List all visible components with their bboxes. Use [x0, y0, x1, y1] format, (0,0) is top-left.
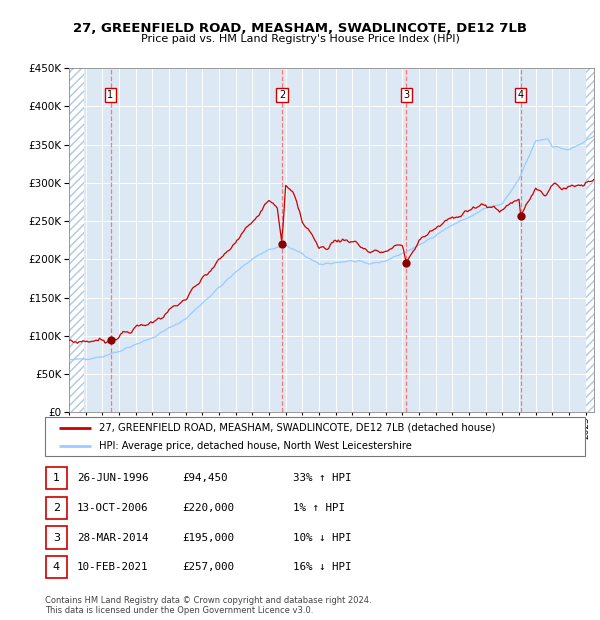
- Text: 1: 1: [107, 90, 113, 100]
- Text: 10% ↓ HPI: 10% ↓ HPI: [293, 533, 352, 542]
- Text: Contains HM Land Registry data © Crown copyright and database right 2024.
This d: Contains HM Land Registry data © Crown c…: [45, 596, 371, 615]
- Bar: [69, 68, 84, 412]
- FancyBboxPatch shape: [45, 417, 585, 456]
- Text: £94,450: £94,450: [182, 473, 227, 483]
- Text: 10-FEB-2021: 10-FEB-2021: [77, 562, 148, 572]
- Text: 27, GREENFIELD ROAD, MEASHAM, SWADLINCOTE, DE12 7LB (detached house): 27, GREENFIELD ROAD, MEASHAM, SWADLINCOT…: [99, 423, 496, 433]
- Text: 2: 2: [53, 503, 60, 513]
- Text: 27, GREENFIELD ROAD, MEASHAM, SWADLINCOTE, DE12 7LB: 27, GREENFIELD ROAD, MEASHAM, SWADLINCOT…: [73, 22, 527, 35]
- Text: 2: 2: [279, 90, 285, 100]
- Text: 4: 4: [53, 562, 60, 572]
- Text: £220,000: £220,000: [182, 503, 234, 513]
- FancyBboxPatch shape: [46, 497, 67, 519]
- Text: 16% ↓ HPI: 16% ↓ HPI: [293, 562, 352, 572]
- Text: 1% ↑ HPI: 1% ↑ HPI: [293, 503, 345, 513]
- Text: 4: 4: [518, 90, 524, 100]
- Text: 26-JUN-1996: 26-JUN-1996: [77, 473, 148, 483]
- Text: Price paid vs. HM Land Registry's House Price Index (HPI): Price paid vs. HM Land Registry's House …: [140, 34, 460, 44]
- Text: 13-OCT-2006: 13-OCT-2006: [77, 503, 148, 513]
- Text: 3: 3: [53, 533, 60, 542]
- Text: HPI: Average price, detached house, North West Leicestershire: HPI: Average price, detached house, Nort…: [99, 441, 412, 451]
- Text: 1: 1: [53, 473, 60, 483]
- Bar: [586, 68, 594, 412]
- Text: 28-MAR-2014: 28-MAR-2014: [77, 533, 148, 542]
- FancyBboxPatch shape: [46, 556, 67, 578]
- Text: £195,000: £195,000: [182, 533, 234, 542]
- FancyBboxPatch shape: [46, 526, 67, 549]
- Text: £257,000: £257,000: [182, 562, 234, 572]
- Text: 3: 3: [403, 90, 409, 100]
- FancyBboxPatch shape: [46, 467, 67, 489]
- Text: 33% ↑ HPI: 33% ↑ HPI: [293, 473, 352, 483]
